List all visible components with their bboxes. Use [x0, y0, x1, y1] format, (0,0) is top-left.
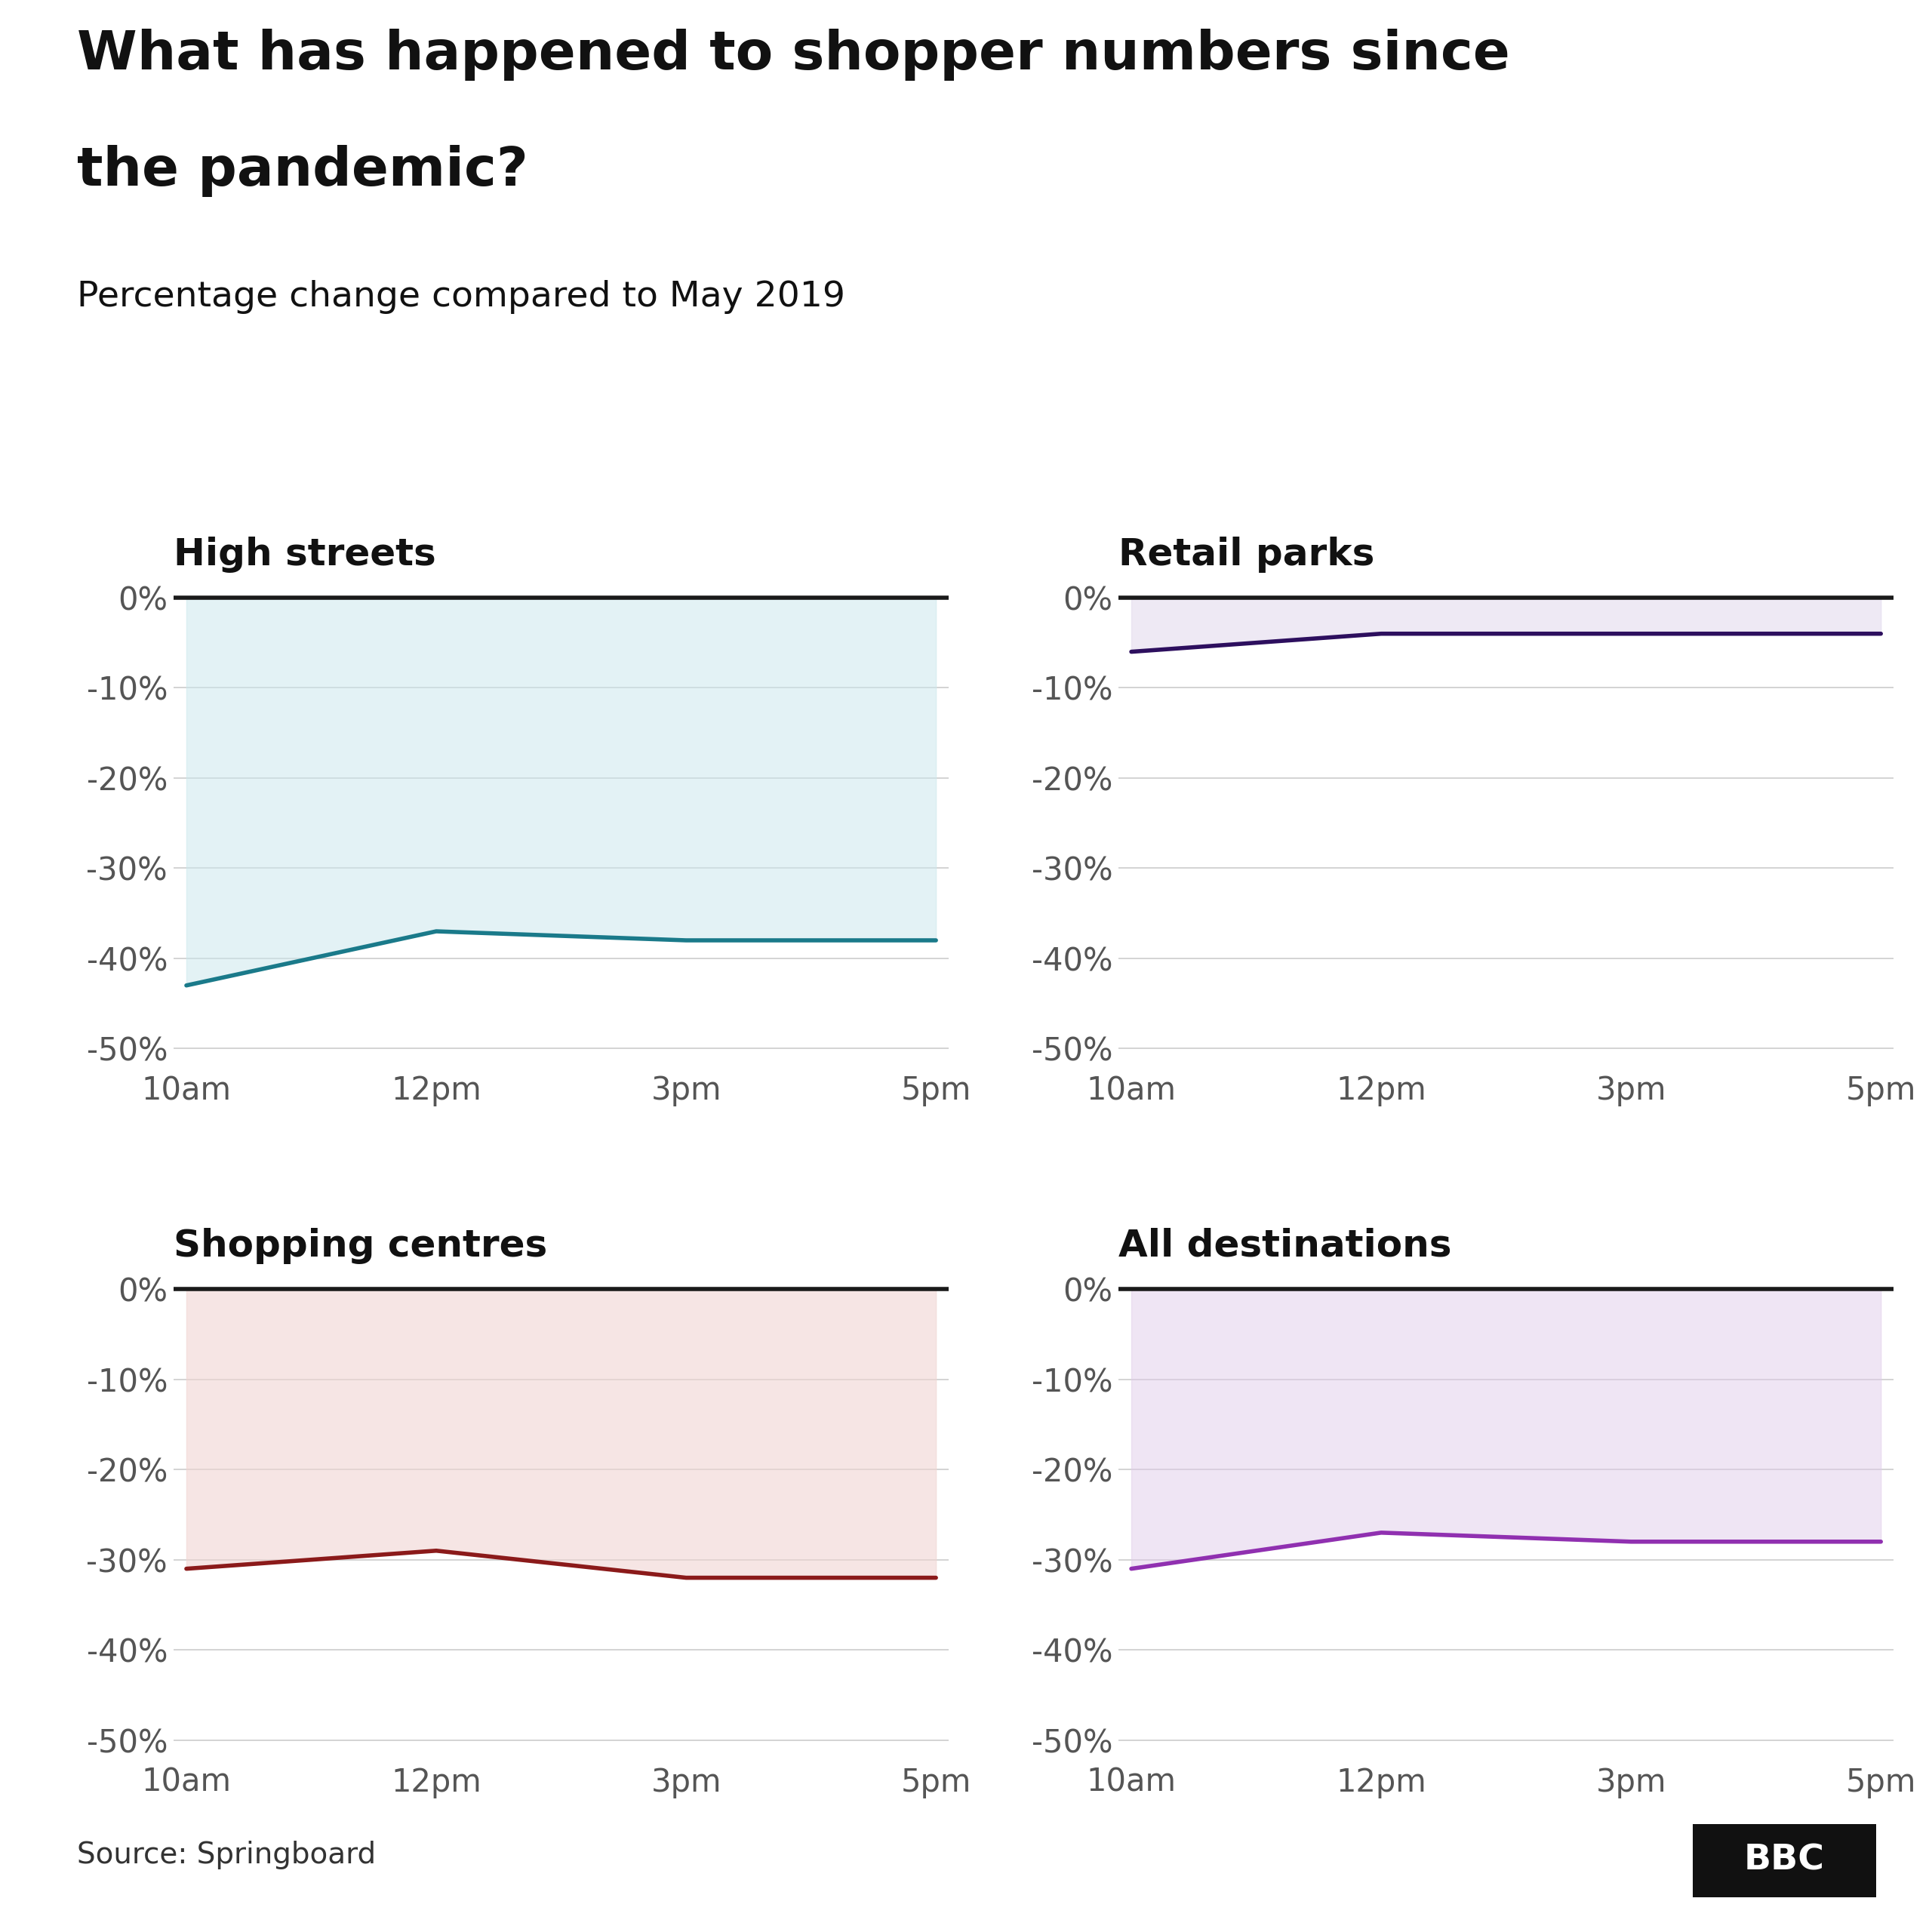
Text: Source: Springboard: Source: Springboard — [77, 1841, 377, 1868]
Text: What has happened to shopper numbers since: What has happened to shopper numbers sin… — [77, 29, 1511, 81]
Text: the pandemic?: the pandemic? — [77, 145, 529, 197]
Text: All destinations: All destinations — [1119, 1227, 1453, 1264]
Text: Shopping centres: Shopping centres — [174, 1227, 547, 1264]
Text: Retail parks: Retail parks — [1119, 537, 1376, 572]
Text: Percentage change compared to May 2019: Percentage change compared to May 2019 — [77, 280, 846, 315]
Text: High streets: High streets — [174, 537, 437, 572]
Text: BBC: BBC — [1745, 1843, 1824, 1878]
